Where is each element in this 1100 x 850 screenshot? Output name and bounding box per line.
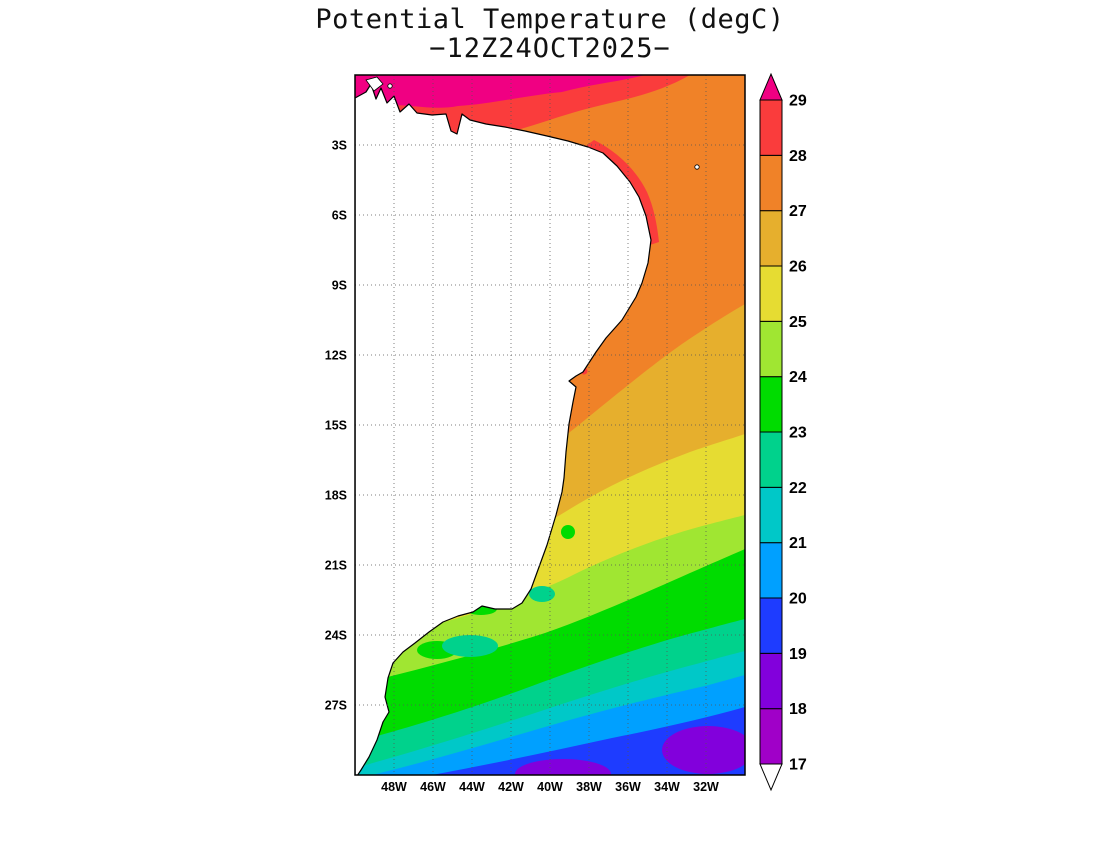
chart-valid-time: −12Z24OCT2025− xyxy=(429,33,671,64)
cool-patch-abrolhos xyxy=(561,525,575,539)
chart-title: Potential Temperature (degC) xyxy=(315,4,785,35)
cbar-label-26: 26 xyxy=(789,259,807,276)
lat-tick-21S: 21S xyxy=(325,559,347,573)
cool-patch-cabo-sao-tome xyxy=(529,586,555,602)
lat-tick-9S: 9S xyxy=(332,279,347,293)
lon-tick-42W: 42W xyxy=(498,780,524,794)
cbar-label-18: 18 xyxy=(789,701,807,718)
cbar-band-22-23 xyxy=(759,431,783,488)
island-fernando-de-noronha xyxy=(694,164,700,170)
cbar-band-17-18 xyxy=(759,708,783,765)
plot-border xyxy=(354,74,746,776)
cbar-band-20-21 xyxy=(759,542,783,599)
cbar-band-27-28 xyxy=(759,154,783,212)
lon-tick-34W: 34W xyxy=(654,780,680,794)
island-marajo xyxy=(365,76,384,92)
lon-tick-46W: 46W xyxy=(420,780,446,794)
latitude-axis-labels: 3S 6S 9S 12S 15S 18S 21S 24S 27S xyxy=(325,139,347,713)
band-18-19-patch-east xyxy=(662,726,745,774)
cbar-band-21-22 xyxy=(759,486,783,544)
cbar-label-20: 20 xyxy=(789,591,807,608)
gridlines xyxy=(355,75,745,775)
lat-tick-18S: 18S xyxy=(325,489,347,503)
lon-tick-36W: 36W xyxy=(615,780,641,794)
cool-patch-santos-aqua xyxy=(442,635,498,657)
lat-tick-6S: 6S xyxy=(332,209,347,223)
cbar-band-25-26 xyxy=(759,265,783,322)
cbar-label-21: 21 xyxy=(789,535,807,552)
cbar-band-18-19 xyxy=(759,652,783,710)
longitude-axis-labels: 48W 46W 44W 42W 40W 38W 36W 34W 32W xyxy=(381,780,719,794)
cbar-label-22: 22 xyxy=(789,480,807,497)
lat-tick-24S: 24S xyxy=(325,629,347,643)
lon-tick-44W: 44W xyxy=(459,780,485,794)
cbar-label-27: 27 xyxy=(789,203,807,220)
cbar-label-19: 19 xyxy=(789,646,807,663)
lat-tick-27S: 27S xyxy=(325,699,347,713)
lat-tick-15S: 15S xyxy=(325,419,347,433)
cbar-band-26-27 xyxy=(759,210,783,267)
cbar-band-28-29 xyxy=(759,99,783,156)
cbar-label-23: 23 xyxy=(789,425,807,442)
lon-tick-48W: 48W xyxy=(381,780,407,794)
lat-tick-3S: 3S xyxy=(332,139,347,153)
colorbar-labels: 17 18 19 20 21 22 23 24 25 26 27 28 29 xyxy=(789,93,807,774)
lat-tick-12S: 12S xyxy=(325,349,347,363)
colorbar-arrow-top xyxy=(759,72,783,101)
cbar-band-23-24 xyxy=(759,376,783,433)
band-28-29-coastal xyxy=(586,140,659,245)
band-18-19-patch-center xyxy=(515,759,611,775)
cbar-band-24-25 xyxy=(759,320,783,378)
colorbar-bands xyxy=(759,99,783,765)
cbar-label-25: 25 xyxy=(789,314,807,331)
map-field xyxy=(355,75,745,775)
cbar-label-29: 29 xyxy=(789,93,807,110)
brazil-landmass xyxy=(355,83,652,775)
island-estuary xyxy=(387,83,393,89)
cbar-label-17: 17 xyxy=(789,757,807,774)
lon-tick-32W: 32W xyxy=(693,780,719,794)
cbar-band-19-20 xyxy=(759,597,783,654)
cbar-label-28: 28 xyxy=(789,148,807,165)
colorbar-arrow-bottom xyxy=(759,763,783,792)
band-above-29 xyxy=(355,75,645,108)
cbar-label-24: 24 xyxy=(789,369,807,386)
lon-tick-38W: 38W xyxy=(576,780,602,794)
lon-tick-40W: 40W xyxy=(537,780,563,794)
